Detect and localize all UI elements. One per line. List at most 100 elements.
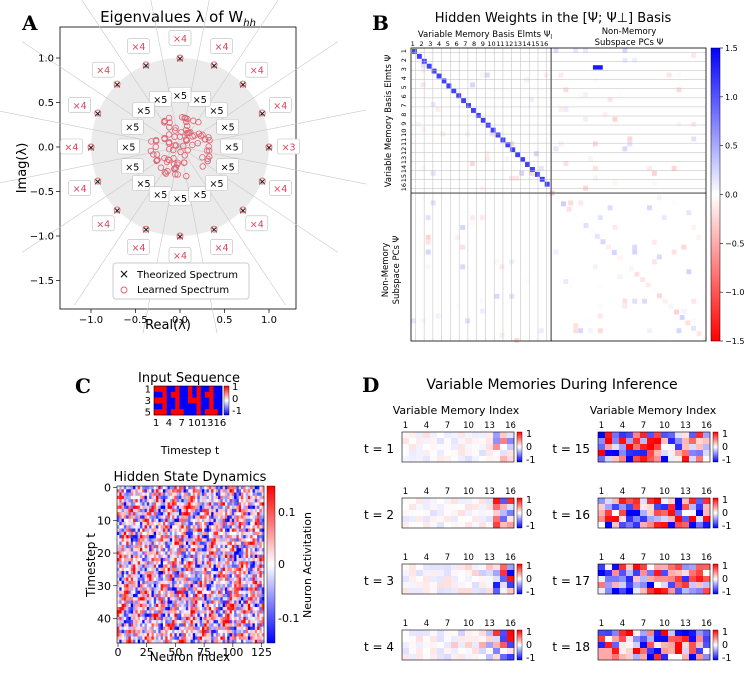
hidden-cell [149,489,152,493]
hidden-cell [185,495,189,500]
hidden-cell [169,620,173,624]
hidden-cell [190,626,194,631]
hidden-cell [137,580,141,585]
memory-cell [416,438,424,445]
hidden-cell [176,607,180,611]
hidden-cell [139,541,143,546]
hidden-cell [192,551,196,555]
hidden-cell [135,567,138,572]
hidden-cell [162,499,166,503]
memory-cell [479,588,487,595]
memory-cell [640,564,648,571]
memory-cell [689,636,697,643]
hidden-cell [257,587,260,591]
memory-cbar-tick: -1 [526,587,535,598]
memory-cell [402,510,410,517]
hidden-cell [195,567,198,572]
weight-cell [499,333,505,339]
hidden-cell [126,623,129,627]
hidden-cell [144,557,148,562]
weight-cell [651,170,657,176]
hidden-cell [181,538,184,542]
hidden-cell [218,629,221,634]
memory-cell [605,654,613,661]
hidden-cell [252,508,256,513]
hidden-cell [176,580,180,585]
hidden-cell [156,515,159,520]
b-side-bottom-label-1: Non-Memory [381,243,391,298]
hidden-cell [167,554,171,559]
memory-cell [612,636,620,643]
hidden-cell [174,616,178,621]
hidden-cell [139,593,143,598]
hidden-cell [133,535,136,539]
hidden-cell [201,639,205,644]
hidden-cell [137,626,141,631]
hidden-cell [201,535,205,539]
hidden-cell [123,600,127,605]
memory-cell [507,648,515,655]
memory-cell [472,582,480,589]
hidden-cell [211,574,214,578]
hidden-cell [247,528,251,533]
hidden-cell [169,561,173,565]
memory-cell [493,630,501,637]
hidden-ytick: 40 [97,612,111,625]
hidden-cell [146,508,150,513]
theorized-eigenvalue: × [258,107,267,120]
hidden-cell [254,499,258,503]
hidden-cell [243,548,246,552]
hidden-cell [133,636,136,641]
hidden-cell [135,600,138,605]
hidden-cell [229,597,233,601]
hidden-cell [137,508,141,513]
hidden-cell [165,587,168,591]
hidden-cell [247,639,251,644]
hidden-cell [229,495,233,500]
hidden-cell [247,593,251,598]
memory-cell [661,630,669,637]
hidden-cell [179,626,182,631]
hidden-cell [215,499,219,503]
memory-cell [675,432,683,439]
hidden-cell [195,610,198,614]
hidden-cell [247,505,251,510]
hidden-cell [247,489,251,493]
hidden-cell [261,629,265,634]
hidden-cell [126,620,129,624]
hidden-cell [261,528,265,533]
hidden-cell [234,633,237,637]
weight-cell [617,255,623,261]
memory-cell [689,516,697,523]
memory-cell [486,456,494,463]
hidden-cell [142,587,145,591]
hidden-cell [160,557,164,562]
memory-cell [703,642,711,649]
memory-cell [598,570,606,577]
hidden-cell [156,561,159,565]
b-row-index: 13 [400,156,408,164]
hidden-cell [146,610,150,614]
memory-cell [654,450,662,457]
hidden-cell [190,587,194,591]
memory-cell [703,504,711,511]
hidden-cell [162,554,166,559]
hidden-cell [259,548,263,552]
memory-cell [682,516,690,523]
hidden-cell [250,525,253,529]
hidden-cell [160,600,164,605]
hidden-cell [229,636,233,641]
hidden-cell [179,636,182,641]
weight-cell [560,201,566,207]
hidden-cell [199,580,203,585]
hidden-cell [252,492,256,497]
hidden-cell [257,584,260,588]
hidden-cell [213,607,217,611]
hidden-cell [130,548,134,552]
hidden-cell [213,561,217,565]
memory-cell [486,630,494,637]
hidden-cell [199,574,203,578]
memory-cbar-tick: -1 [526,455,535,466]
learned-eigenvalue [176,232,184,240]
memory-cell [640,498,648,505]
